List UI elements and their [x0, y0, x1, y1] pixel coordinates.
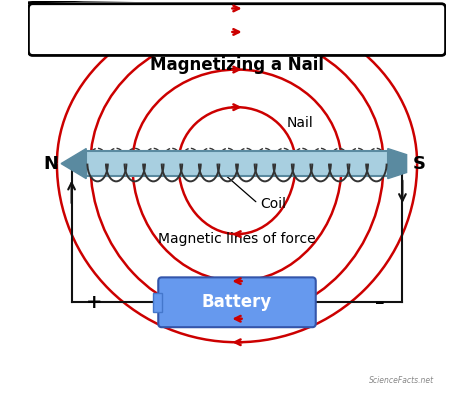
Text: Coil: Coil: [260, 196, 286, 211]
FancyBboxPatch shape: [28, 4, 446, 55]
Bar: [86, 151, 388, 176]
Text: Electromagnetic Force Example: Electromagnetic Force Example: [27, 18, 447, 42]
Text: Battery: Battery: [202, 293, 272, 311]
Text: N: N: [43, 154, 58, 173]
Text: Magnetic lines of force: Magnetic lines of force: [158, 232, 316, 246]
Polygon shape: [61, 149, 86, 179]
Text: –: –: [374, 293, 384, 312]
Text: Nail: Nail: [286, 116, 313, 130]
Text: Magnetizing a Nail: Magnetizing a Nail: [150, 56, 324, 74]
Text: +: +: [86, 293, 103, 312]
Bar: [153, 293, 162, 312]
FancyBboxPatch shape: [158, 277, 316, 327]
Text: S: S: [413, 154, 426, 173]
Text: ScienceFacts.net: ScienceFacts.net: [369, 376, 434, 385]
Polygon shape: [388, 149, 407, 179]
